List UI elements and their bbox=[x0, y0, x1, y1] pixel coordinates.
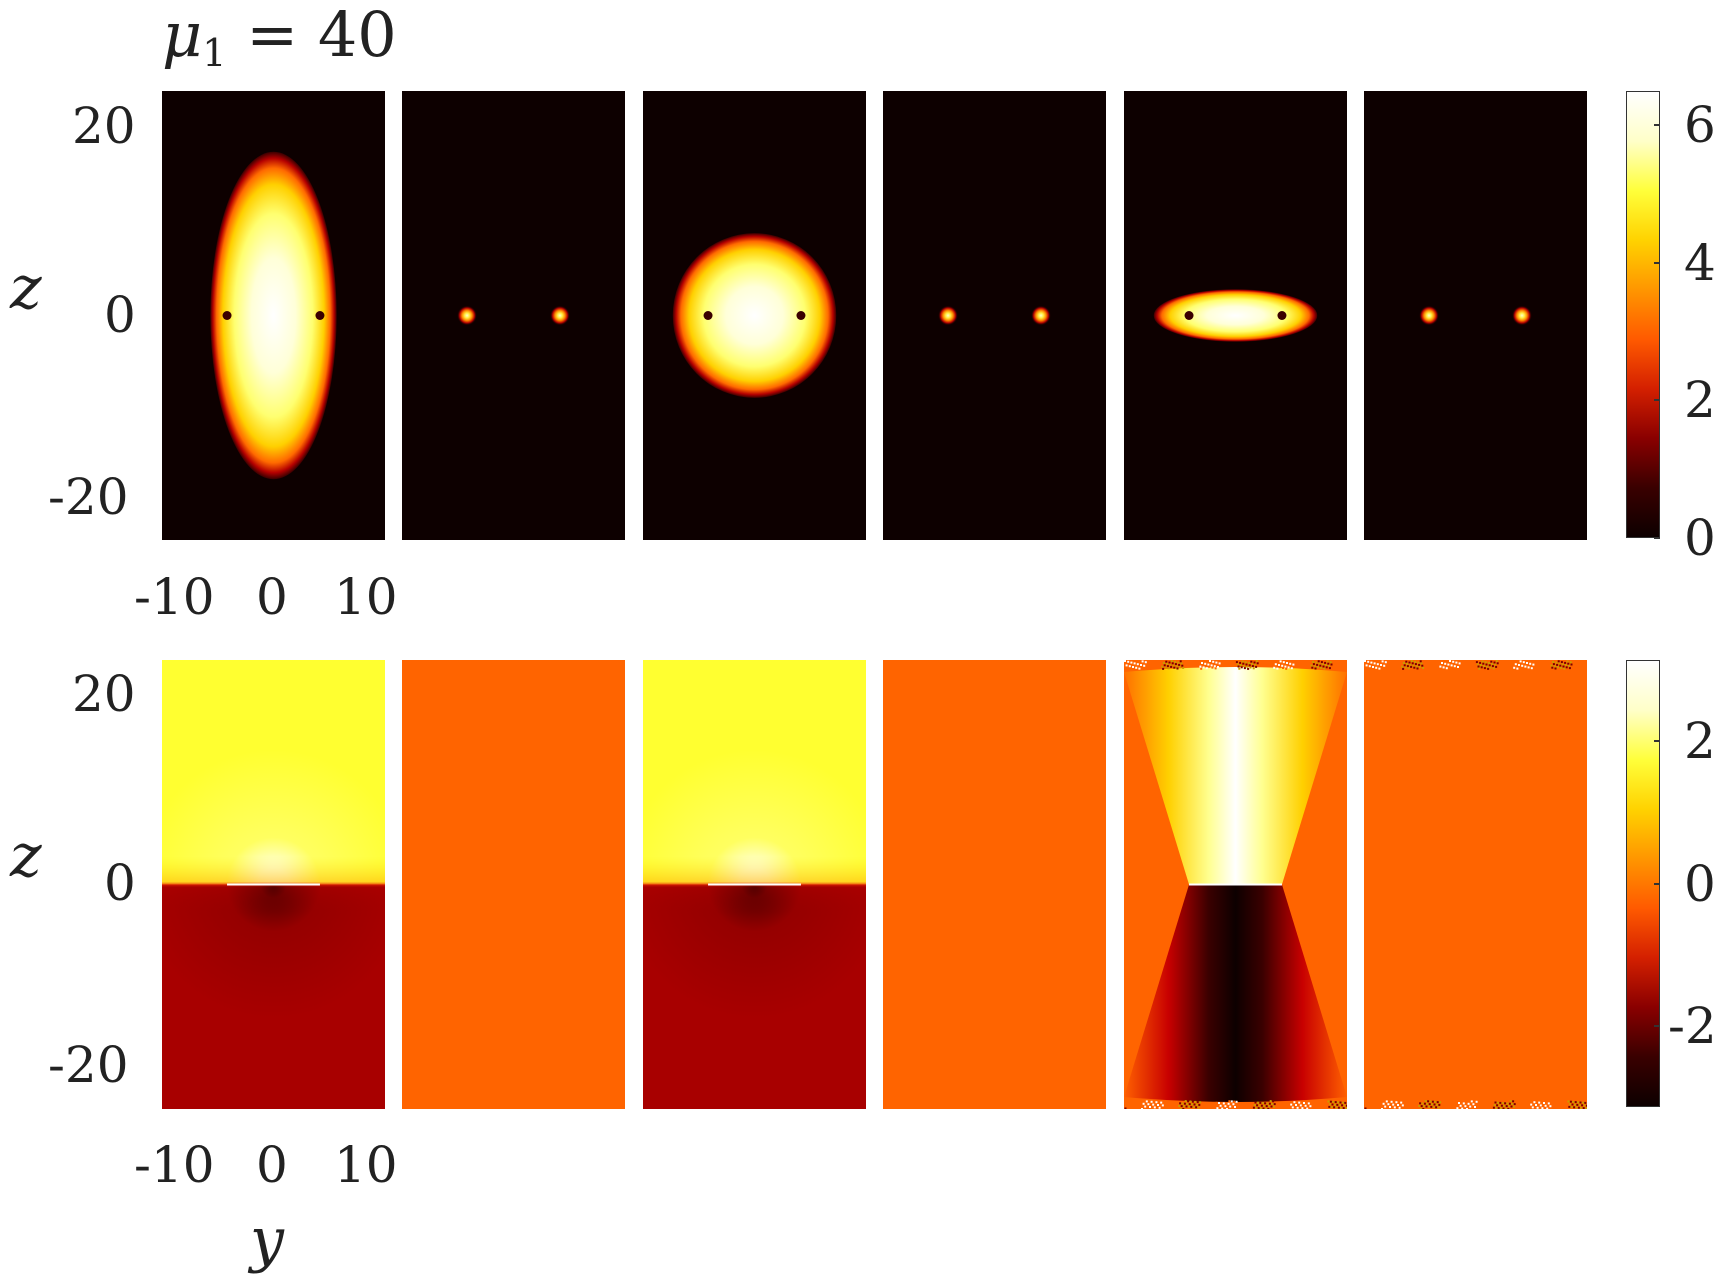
density-panel-1 bbox=[162, 91, 385, 540]
density-xtick-0: 0 bbox=[256, 568, 288, 626]
vortex-core-1 bbox=[1184, 311, 1194, 320]
density-xtick-10: 10 bbox=[334, 568, 398, 626]
vortex-core-2 bbox=[1277, 311, 1287, 320]
phase-colorbar-ticklabel: -2 bbox=[1668, 996, 1717, 1055]
density-colorbar-ticklabel: 6 bbox=[1684, 96, 1716, 155]
phase-colorbar-tickmark bbox=[1654, 882, 1660, 885]
density-ytick-20: 20 bbox=[72, 97, 136, 155]
condensate-cloud bbox=[210, 151, 337, 480]
density-colorbar-ticklabel: 2 bbox=[1684, 371, 1716, 430]
density-colorbar bbox=[1626, 91, 1660, 538]
phase-ylabel: z bbox=[10, 821, 42, 891]
phase-panel-4 bbox=[883, 660, 1106, 1109]
density-panel-3-plot bbox=[643, 91, 866, 540]
phase-xlabel: y bbox=[250, 1205, 284, 1275]
phase-xtick-10: 10 bbox=[334, 1136, 398, 1194]
density-panel-5 bbox=[1124, 91, 1347, 540]
phase-panel-4-plot bbox=[883, 660, 1106, 1109]
density-panel-4-plot bbox=[883, 91, 1106, 540]
phase-colorbar-tickmark bbox=[1654, 1024, 1660, 1027]
phase-upper-half bbox=[162, 660, 385, 885]
phase-panel-1-plot bbox=[162, 660, 385, 1109]
phase-xtick-neg10: -10 bbox=[134, 1136, 215, 1194]
phase-panel-5-plot bbox=[1124, 660, 1347, 1109]
figure-title: μ1 = 40 bbox=[162, 2, 397, 86]
phase-ytick-20: 20 bbox=[72, 665, 136, 723]
density-colorbar-tickmark bbox=[1654, 261, 1660, 264]
density-xtick-neg10: -10 bbox=[134, 568, 215, 626]
density-ytick-0: 0 bbox=[104, 286, 136, 344]
phase-panel-5 bbox=[1124, 660, 1347, 1109]
density-panel-2 bbox=[402, 91, 625, 540]
phase-colorbar-tickmark bbox=[1654, 740, 1660, 743]
phase-panel-2-plot bbox=[402, 660, 625, 1109]
phase-upper-cone bbox=[1124, 667, 1347, 885]
phase-panel-3 bbox=[643, 660, 866, 1109]
density-panel-6-plot bbox=[1364, 91, 1587, 540]
vortex-core-2 bbox=[315, 311, 325, 320]
vortex-core-2 bbox=[796, 311, 806, 320]
density-panel-2-plot bbox=[402, 91, 625, 540]
phase-xtick-0: 0 bbox=[256, 1136, 288, 1194]
vortex-core-1 bbox=[222, 311, 232, 320]
density-panel-5-plot bbox=[1124, 91, 1347, 540]
title-symbol: μ bbox=[162, 0, 203, 71]
uniform-phase bbox=[402, 660, 625, 1109]
phase-panel-6 bbox=[1364, 660, 1587, 1109]
condensate-cloud bbox=[672, 233, 837, 398]
condensate-cloud bbox=[1153, 289, 1318, 342]
density-colorbar-ticklabel: 4 bbox=[1684, 233, 1716, 292]
phase-panel-1 bbox=[162, 660, 385, 1109]
density-panel-6 bbox=[1364, 91, 1587, 540]
density-panel-3 bbox=[643, 91, 866, 540]
phase-colorbar-ticklabel: 2 bbox=[1684, 712, 1716, 771]
density-spot-1 bbox=[1419, 305, 1440, 326]
vortex-core-1 bbox=[703, 311, 713, 320]
phase-lower-half bbox=[643, 884, 866, 1109]
density-colorbar-tickmark bbox=[1654, 399, 1660, 402]
uniform-phase bbox=[1364, 660, 1587, 1109]
density-ytick-neg20: -20 bbox=[48, 468, 129, 526]
density-panel-1-plot bbox=[162, 91, 385, 540]
phase-upper-half bbox=[643, 660, 866, 885]
uniform-phase bbox=[883, 660, 1106, 1109]
phase-lower-cone bbox=[1124, 884, 1347, 1102]
density-colorbar-tickmark bbox=[1654, 124, 1660, 127]
phase-ytick-neg20: -20 bbox=[48, 1036, 129, 1094]
density-spot-2 bbox=[549, 305, 570, 326]
phase-panel-2 bbox=[402, 660, 625, 1109]
density-spot-1 bbox=[938, 305, 959, 326]
density-ylabel: z bbox=[10, 253, 42, 323]
density-colorbar-tickmark bbox=[1654, 537, 1660, 539]
phase-lower-half bbox=[162, 884, 385, 1109]
phase-ytick-0: 0 bbox=[104, 854, 136, 912]
density-spot-2 bbox=[1511, 305, 1532, 326]
density-spot-1 bbox=[457, 305, 478, 326]
density-spot-2 bbox=[1030, 305, 1051, 326]
title-value: = 40 bbox=[246, 0, 397, 71]
density-panel-4 bbox=[883, 91, 1106, 540]
density-colorbar-ticklabel: 0 bbox=[1684, 509, 1716, 567]
title-subscript: 1 bbox=[202, 31, 227, 75]
phase-panel-3-plot bbox=[643, 660, 866, 1109]
phase-panel-6-plot bbox=[1364, 660, 1587, 1109]
phase-colorbar-ticklabel: 0 bbox=[1684, 854, 1716, 913]
